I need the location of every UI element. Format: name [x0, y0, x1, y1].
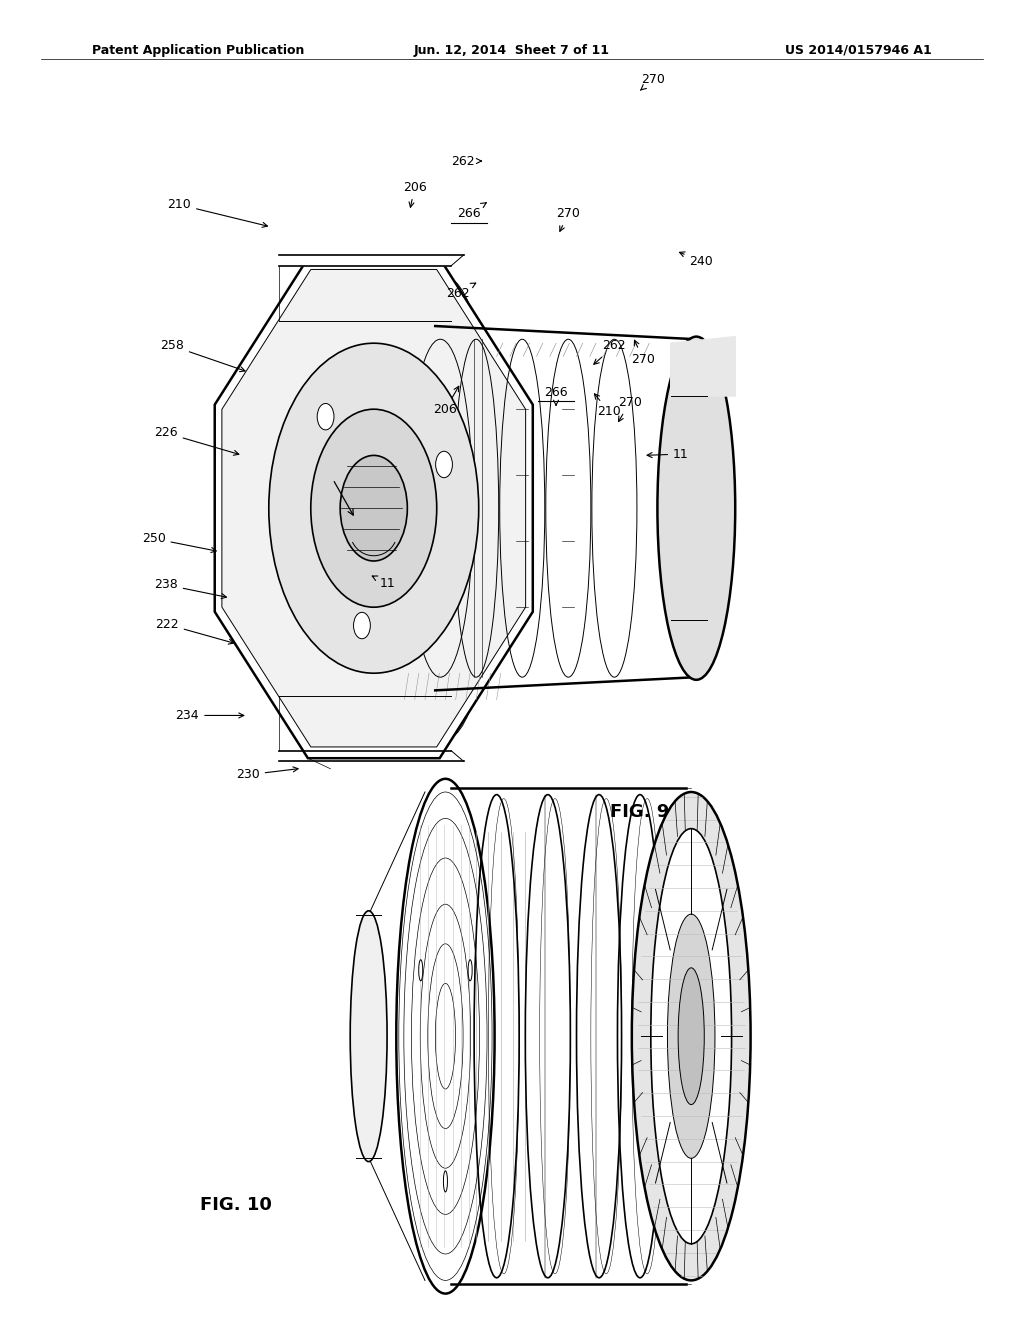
Text: 230: 230 [236, 767, 298, 781]
Text: 226: 226 [154, 426, 239, 455]
Polygon shape [435, 326, 696, 684]
Ellipse shape [651, 829, 731, 1243]
Ellipse shape [419, 960, 423, 981]
Ellipse shape [443, 1171, 447, 1192]
Text: 210: 210 [167, 198, 267, 227]
Text: 222: 222 [155, 618, 233, 644]
Polygon shape [280, 252, 464, 265]
Text: 270: 270 [617, 396, 642, 421]
Text: 210: 210 [594, 393, 622, 418]
Ellipse shape [468, 960, 472, 981]
Ellipse shape [396, 779, 495, 1294]
Polygon shape [671, 337, 735, 396]
Text: 262: 262 [445, 282, 476, 300]
Text: 238: 238 [154, 578, 226, 598]
Ellipse shape [268, 343, 478, 673]
Ellipse shape [311, 409, 436, 607]
Text: US 2014/0157946 A1: US 2014/0157946 A1 [785, 44, 932, 57]
Text: 258: 258 [160, 339, 245, 372]
Ellipse shape [317, 404, 334, 430]
Text: 266: 266 [457, 203, 486, 220]
Text: 270: 270 [556, 207, 581, 231]
Polygon shape [222, 269, 525, 747]
Text: FIG. 9: FIG. 9 [610, 803, 670, 821]
Text: 11: 11 [647, 447, 689, 461]
Text: 11: 11 [373, 576, 395, 590]
Text: 234: 234 [175, 709, 244, 722]
Ellipse shape [632, 792, 751, 1280]
Polygon shape [215, 259, 532, 758]
Text: 250: 250 [141, 532, 216, 553]
Polygon shape [451, 788, 686, 1284]
Text: 206: 206 [402, 181, 427, 207]
Text: 266: 266 [544, 385, 568, 405]
Ellipse shape [353, 612, 371, 639]
Text: 270: 270 [631, 341, 655, 366]
Ellipse shape [657, 337, 735, 680]
Text: 240: 240 [680, 252, 714, 268]
Text: FIG. 10: FIG. 10 [200, 1196, 271, 1214]
Text: Patent Application Publication: Patent Application Publication [92, 44, 304, 57]
Ellipse shape [435, 451, 453, 478]
Ellipse shape [668, 913, 715, 1159]
Text: 206: 206 [433, 387, 459, 416]
Text: 262: 262 [594, 339, 627, 364]
Ellipse shape [678, 968, 705, 1105]
Text: 270: 270 [640, 73, 666, 90]
Text: Jun. 12, 2014  Sheet 7 of 11: Jun. 12, 2014 Sheet 7 of 11 [414, 44, 610, 57]
Ellipse shape [350, 911, 387, 1162]
Text: 262: 262 [451, 154, 481, 168]
Ellipse shape [340, 455, 408, 561]
